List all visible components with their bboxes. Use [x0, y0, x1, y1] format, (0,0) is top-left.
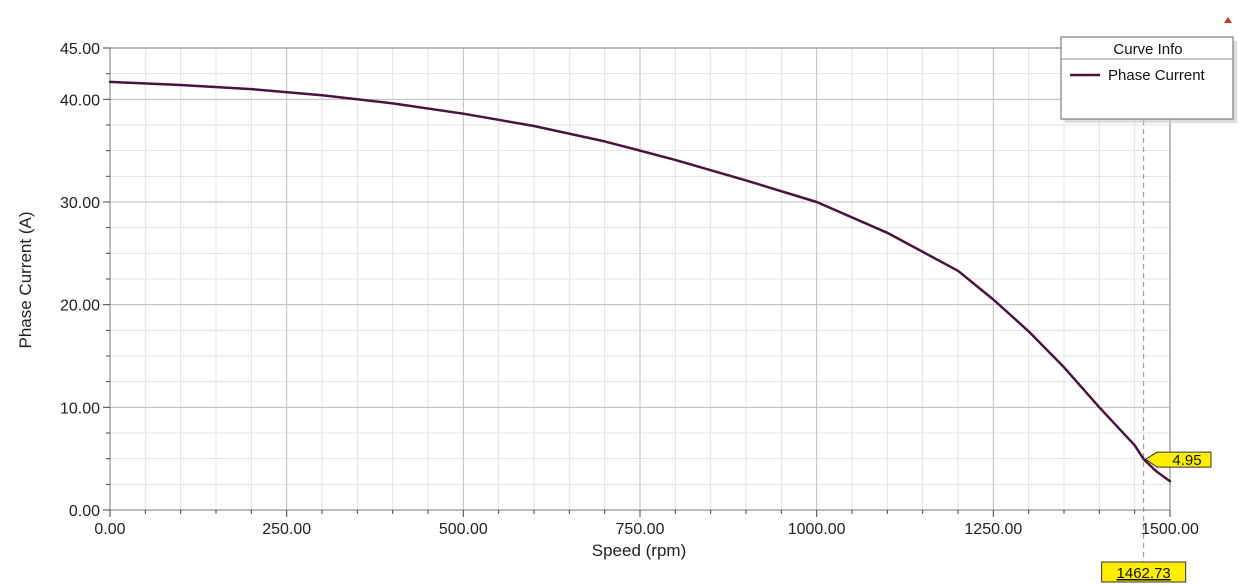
x-tick-label: 0.00	[94, 521, 125, 538]
x-value-marker[interactable]: 1462.73	[1101, 561, 1187, 583]
x-tick-label: 500.00	[439, 521, 488, 538]
x-value-marker-label: 1462.73	[1117, 565, 1171, 582]
y-value-marker-box	[1144, 451, 1212, 468]
y-tick-label: 40.00	[60, 92, 100, 109]
x-tick-label: 1500.00	[1141, 521, 1199, 538]
x-tick-label: 1000.00	[788, 521, 846, 538]
y-axis-title: Phase Current (A)	[16, 212, 35, 349]
x-axis-title: Speed (rpm)	[592, 541, 686, 560]
major-grid	[110, 48, 1170, 510]
y-tick-label: 45.00	[60, 41, 100, 58]
y-tick-label: 0.00	[69, 503, 100, 520]
y-tick-label: 30.00	[60, 195, 100, 212]
legend-title: Curve Info	[1113, 41, 1182, 58]
x-tick-label: 750.00	[616, 521, 665, 538]
series-line-phase-current	[108, 80, 1172, 483]
legend[interactable]: Curve Info Phase Current	[1060, 36, 1237, 123]
legend-box	[1060, 36, 1234, 120]
axis-ticks	[103, 47, 1171, 517]
y-tick-label: 10.00	[60, 400, 100, 417]
x-tick-label: 250.00	[262, 521, 311, 538]
legend-label-phase-current: Phase Current	[1108, 67, 1206, 84]
y-tick-labels: 0.00 10.00 20.00 30.00 40.00 45.00	[60, 41, 100, 520]
y-tick-label: 20.00	[60, 298, 100, 315]
y-value-marker[interactable]: 4.95	[1144, 451, 1212, 469]
x-tick-label: 1250.00	[964, 521, 1022, 538]
y-value-marker-label: 4.95	[1172, 452, 1201, 469]
x-value-marker-box	[1101, 561, 1187, 583]
x-tick-labels: 0.00 250.00 500.00 750.00 1000.00 1250.00 1500…	[94, 521, 1199, 538]
corner-arrow-icon[interactable]	[1224, 17, 1232, 23]
